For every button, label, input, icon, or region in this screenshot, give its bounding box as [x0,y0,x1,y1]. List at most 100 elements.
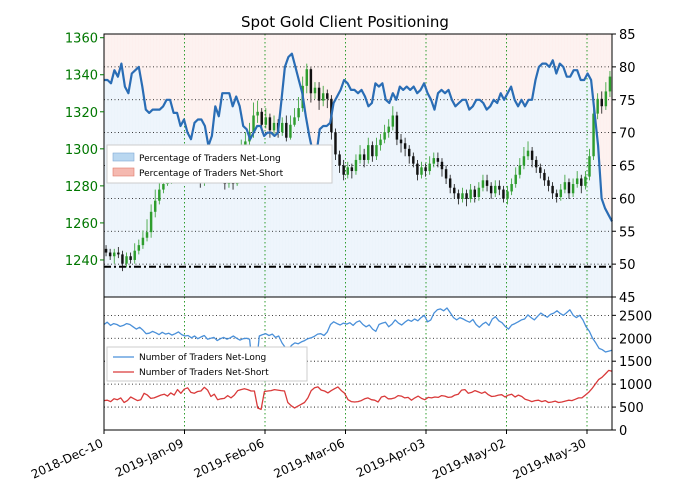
candle-body [158,189,161,201]
candle-body [547,180,550,186]
number-of-traders-net-long-line [103,307,613,372]
candle-body [153,200,157,212]
legend-label-net-short: Percentage of Traders Net-Short [139,169,284,179]
right-tick-label: 45 [619,291,636,306]
candle-body [293,117,296,125]
candle-body [272,122,276,131]
candle-body [481,180,485,188]
candle-body [534,159,538,168]
bottom-panel: 0 500 1000 1500 2000 2500 Number of Traders N… [103,296,652,439]
candle-body [604,91,608,107]
candle-body [539,167,542,173]
right-tick-label: 70 [619,127,636,142]
candle-body [313,87,317,94]
x-tick-label: 2019-May-30 [511,436,589,482]
candle-body [113,252,116,257]
candle-body [489,185,493,194]
x-tick-label: 2019-Feb-06 [192,436,267,481]
candle-body [342,165,345,175]
bottom-plot-frame [103,296,613,431]
candle-body [252,115,255,133]
candle-body [399,139,403,144]
top-legend-box [106,144,333,184]
candle-body [453,187,456,194]
candle-body [121,254,124,264]
legend-label-net-long: Percentage of Traders Net-Long [139,154,281,164]
candle-body [502,189,505,199]
candle-body [563,182,567,190]
x-tick-label: 2019-May-02 [430,436,508,482]
candle-body [162,184,165,190]
right-tick-label: 2500 [619,309,652,324]
candle-body [424,167,427,172]
left-tick-label: 1300 [65,143,98,158]
candle-body [285,122,288,138]
candle-body [436,158,440,162]
candle-body [559,189,563,197]
candle-body [375,145,378,157]
candle-body [280,122,284,133]
net-long-area [104,53,612,298]
candle-body [600,98,603,107]
candle-body [448,178,452,188]
candle-body [412,156,415,164]
x-tick-label: 2019-Jan-09 [113,436,186,480]
percentage-net-long-line [104,52,613,222]
candle-body [108,252,112,257]
candle-body [596,98,599,114]
candle-body [309,69,313,94]
right-tick-label: 80 [619,61,636,76]
legend-label-net-short-count: Number of Traders Net-Short [139,368,269,378]
left-tick-label: 1280 [65,180,98,195]
candle-body [305,69,309,86]
candle-body [551,185,554,194]
candle-body [416,163,419,175]
trader-count-lines [103,307,613,411]
right-count-axis: 0 500 1000 1500 2000 2500 [612,309,652,439]
candle-body [580,178,583,186]
legend-swatch-net-short [112,167,135,177]
candle-body [518,165,522,175]
right-tick-label: 1000 [619,378,652,393]
candle-body [268,117,272,131]
x-tick-label: 2019-Apr-03 [354,436,427,480]
candle-body [133,250,136,260]
candle-body [379,139,382,146]
candle-body [387,126,390,133]
candle-body [588,156,591,177]
candle-body [584,176,587,186]
left-tick-label: 1240 [65,254,98,269]
x-tick-label: 2019-Mar-06 [272,436,347,481]
candle-body [461,193,464,199]
number-of-traders-net-short-line [103,369,613,411]
candle-body [104,248,108,253]
candle-body [145,232,149,238]
candle-body [317,87,321,101]
right-tick-label: 50 [619,258,636,273]
candle-body [129,256,132,260]
candle-body [530,150,534,160]
candle-body [575,178,579,185]
candle-body [555,193,558,197]
right-tick-label: 2000 [619,332,652,347]
right-tick-label: 75 [619,94,636,109]
candle-body [321,93,325,101]
candle-body [522,156,526,166]
candle-body [149,211,153,233]
candle-body [428,163,431,172]
right-tick-label: 85 [619,28,636,43]
candle-body [407,148,411,157]
bottom-legend: Number of Traders Net-Long Number of Tra… [106,346,308,382]
candle-body [371,145,374,157]
chart-title: Spot Gold Client Positioning [241,13,449,31]
candle-body [440,161,444,170]
candle-body [391,115,395,127]
candle-body [485,180,489,186]
right-percentage-axis: 45 50 55 60 65 70 75 80 85 [612,28,636,306]
candle-body [543,172,546,181]
candle-body [592,113,595,157]
x-date-axis: 2018-Dec-10 2019-Jan-09 2019-Feb-06 2019-Ma… [29,430,588,482]
left-tick-label: 1340 [65,69,98,84]
candle-body [420,167,423,175]
